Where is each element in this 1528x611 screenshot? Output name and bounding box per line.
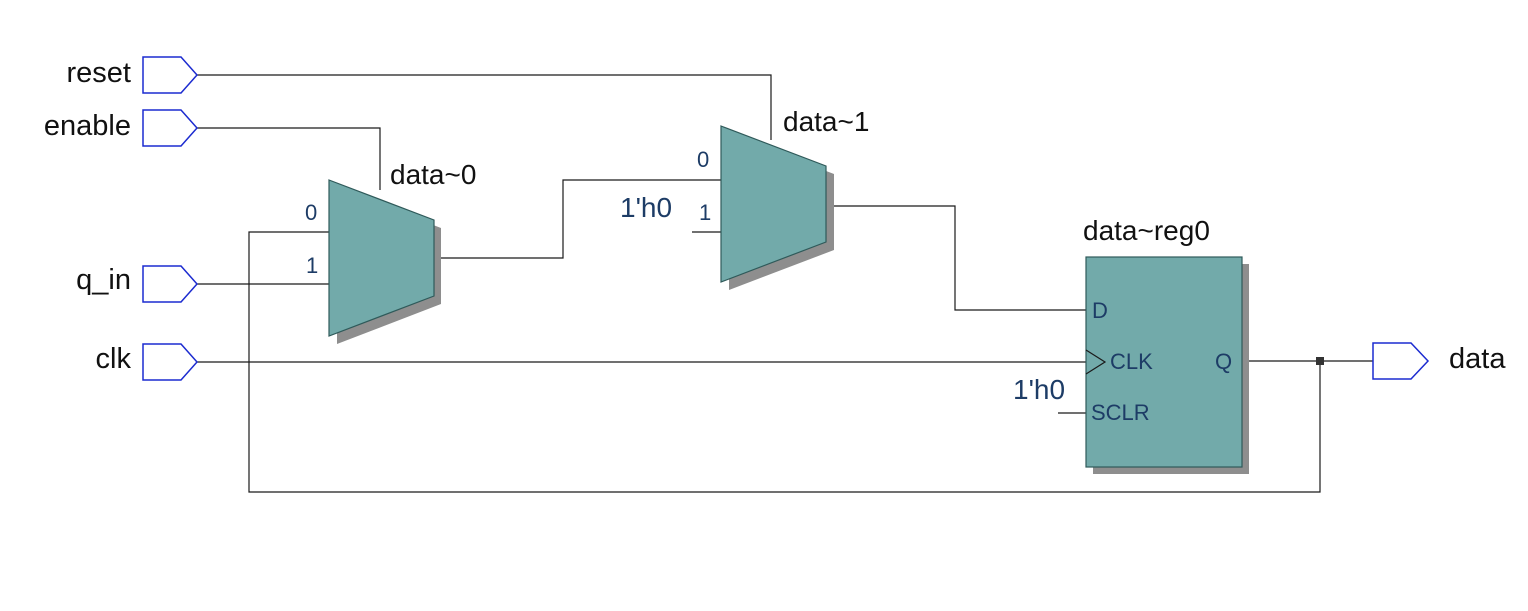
wire-mux1-out	[826, 205, 1086, 311]
register-pin-q: Q	[1215, 349, 1232, 374]
register-sclr-const: 1'h0	[1013, 374, 1065, 405]
wire-enable	[197, 127, 381, 190]
input-port-enable[interactable]	[142, 109, 199, 147]
input-label-enable: enable	[44, 110, 131, 142]
mux-data-0-pin-0: 0	[305, 200, 317, 225]
wire-feedback	[248, 231, 1321, 493]
register-pin-clk: CLK	[1110, 349, 1153, 374]
input-label-clk: clk	[96, 343, 132, 375]
mux-data-1-pin-0: 0	[697, 147, 709, 172]
junction-dot	[1316, 357, 1324, 365]
mux-data-1-const: 1'h0	[620, 192, 672, 223]
input-port-clk[interactable]	[142, 343, 199, 381]
mux-data-1-label: data~1	[783, 106, 869, 137]
mux-data-0-label: data~0	[390, 159, 476, 190]
mux-data-1-pin-1: 1	[699, 200, 711, 225]
wire-reset	[197, 74, 772, 140]
input-port-q-in[interactable]	[142, 265, 199, 303]
register-pin-sclr: SCLR	[1091, 400, 1150, 425]
register-data-reg0[interactable]	[1085, 256, 1249, 474]
input-label-q-in: q_in	[76, 264, 131, 296]
output-label-data: data	[1449, 343, 1506, 375]
register-label: data~reg0	[1083, 215, 1210, 246]
output-port-data[interactable]	[1372, 342, 1430, 380]
wire-mux0-out	[434, 179, 721, 259]
input-label-reset: reset	[67, 57, 131, 89]
mux-data-1[interactable]	[720, 125, 834, 290]
mux-data-0-pin-1: 1	[306, 253, 318, 278]
input-port-reset[interactable]	[142, 56, 199, 94]
mux-data-0[interactable]	[328, 179, 441, 344]
register-pin-d: D	[1092, 298, 1108, 323]
clock-triangle-icon	[1085, 349, 1107, 375]
